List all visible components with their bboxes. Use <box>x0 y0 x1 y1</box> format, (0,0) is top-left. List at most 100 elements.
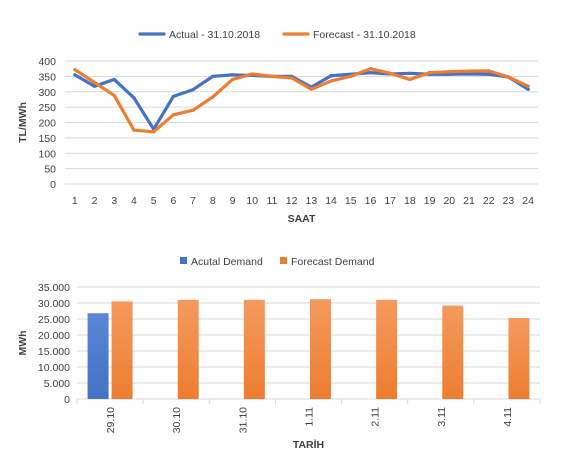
bar-forecast <box>508 318 530 399</box>
series-1-point <box>211 74 215 78</box>
series-2-point <box>506 75 511 79</box>
x-tick-label: 6 <box>170 195 176 207</box>
y-tick-label: 150 <box>38 133 56 145</box>
series-2-point <box>112 93 116 98</box>
x-axis-title: TARİH <box>293 438 324 451</box>
series-2-point <box>408 77 412 82</box>
x-tick-label: 8 <box>210 195 216 207</box>
series-2-point <box>349 74 353 78</box>
series-1-point <box>368 71 373 75</box>
x-tick-label: 21 <box>463 195 475 207</box>
y-tick-label: 200 <box>38 118 56 130</box>
y-tick-label: 300 <box>38 87 56 99</box>
legend-swatch-2 <box>280 257 287 264</box>
y-tick-label: 25.000 <box>38 314 70 326</box>
x-tick-label: 4.11 <box>502 407 514 427</box>
x-tick-label: 1 <box>72 195 78 207</box>
x-tick-label: 13 <box>306 195 318 207</box>
x-tick-label: 4 <box>131 195 137 207</box>
series-2-point <box>309 87 313 91</box>
y-tick-label: 250 <box>38 102 56 114</box>
series-1-point <box>329 74 333 78</box>
series-2-point <box>171 113 175 117</box>
x-tick-label: 10 <box>246 195 258 207</box>
x-tick-label: 24 <box>522 195 534 207</box>
bar-forecast <box>177 299 199 399</box>
y-axis-title: MWh <box>17 330 29 355</box>
x-tick-label: 29.10 <box>105 407 117 433</box>
series-2-point <box>92 80 97 85</box>
x-tick-label: 20 <box>443 195 455 207</box>
series-2-point <box>290 76 294 80</box>
x-tick-label: 14 <box>325 195 337 207</box>
bar-forecast <box>310 299 331 399</box>
series-1-point <box>132 96 136 100</box>
series-2-point <box>487 69 491 73</box>
x-tick-label: 2 <box>92 195 98 207</box>
series-2-point <box>526 84 530 88</box>
y-tick-label: 15.000 <box>38 346 70 358</box>
legend-label-1: Actual - 31.10.2018 <box>169 29 260 41</box>
y-tick-label: 100 <box>38 148 56 160</box>
x-tick-label: 3 <box>111 195 117 207</box>
series-1-point <box>112 77 116 82</box>
series-2-point <box>152 130 156 134</box>
y-tick-label: 0 <box>50 179 56 191</box>
x-tick-label: 18 <box>404 195 416 207</box>
series-1-point <box>230 73 235 77</box>
y-tick-label: 10.000 <box>38 362 70 374</box>
legend-label-1: Acutal Demand <box>191 256 263 268</box>
x-tick-label: 19 <box>424 195 436 207</box>
bar-forecast <box>442 305 464 399</box>
legend-label-2: Forecast Demand <box>291 256 375 268</box>
bar-forecast <box>111 301 133 399</box>
bar-actual <box>87 313 109 399</box>
y-tick-label: 350 <box>38 71 56 83</box>
x-tick-label: 9 <box>230 195 236 207</box>
x-tick-label: 16 <box>365 195 377 207</box>
series-2-point <box>191 108 195 112</box>
series-2-point <box>467 69 471 73</box>
series-2-point <box>250 72 254 76</box>
y-tick-label: 0 <box>64 394 70 406</box>
series-2-point <box>329 79 333 83</box>
series-2-point <box>428 71 432 75</box>
series-2-point <box>368 67 373 71</box>
daily-demand-chart: 0 5.000 10.000 15.000 20.000 25.000 30.000 35.0… <box>17 256 541 451</box>
y-tick-label: 400 <box>38 56 56 68</box>
series-line-2 <box>73 67 530 134</box>
x-tick-label: 11 <box>266 195 277 207</box>
x-tick-label: 3.11 <box>436 407 448 427</box>
series-1-point <box>487 72 491 76</box>
x-tick-label: 31.10 <box>237 407 249 433</box>
series-1-point <box>408 71 412 75</box>
series-line-1 <box>73 71 530 131</box>
bar-forecast <box>376 299 398 399</box>
x-tick-label: 17 <box>384 195 396 207</box>
legend-label-2: Forecast - 31.10.2018 <box>313 29 416 41</box>
y-tick-label: 20.000 <box>38 330 70 342</box>
x-tick-label: 23 <box>503 195 515 207</box>
y-tick-label: 30.000 <box>38 298 70 310</box>
x-tick-label: 5 <box>151 195 157 207</box>
series-1-point <box>73 73 77 77</box>
series-2-point <box>73 68 77 72</box>
y-tick-label: 5.000 <box>44 378 70 390</box>
series-1-point <box>171 94 175 98</box>
x-tick-label: 7 <box>190 195 196 207</box>
x-tick-label: 30.10 <box>171 407 183 433</box>
x-tick-label: 22 <box>483 195 495 207</box>
series-2-point <box>132 128 136 132</box>
series-2-point <box>211 95 215 99</box>
y-tick-label: 35.000 <box>38 282 70 294</box>
legend-swatch-1 <box>180 257 187 264</box>
series-2-point <box>388 71 392 75</box>
x-tick-label: 1.11 <box>304 407 316 427</box>
y-tick-label: 50 <box>44 164 56 176</box>
x-tick-label: 15 <box>345 195 357 207</box>
series-2-point <box>270 74 274 78</box>
series-1-point <box>526 87 530 91</box>
series-2-point <box>230 77 235 82</box>
series-1-point <box>447 72 451 76</box>
